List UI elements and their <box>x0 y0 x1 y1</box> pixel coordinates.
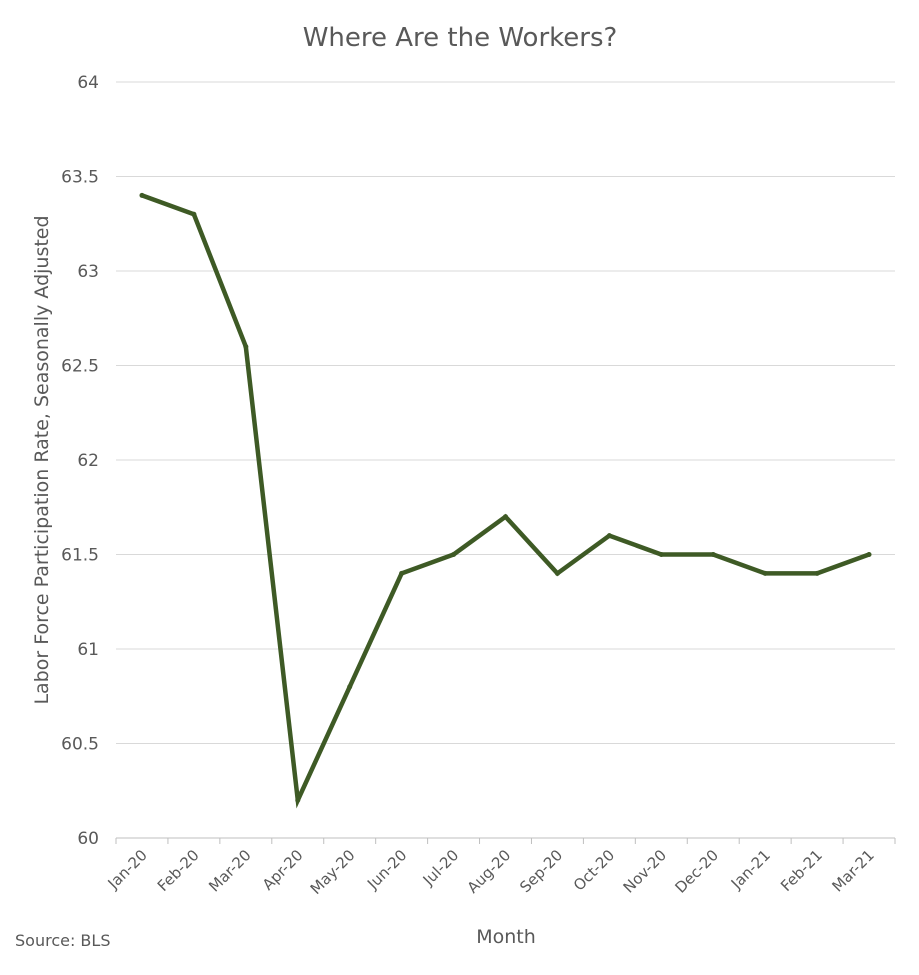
y-tick-label: 62.5 <box>61 357 99 377</box>
y-tick-label: 61.5 <box>61 546 99 566</box>
x-tick-label: Aug-20 <box>464 846 515 897</box>
data-point <box>503 514 508 520</box>
data-point <box>451 552 457 557</box>
y-tick-label: 61 <box>77 640 99 660</box>
y-tick-label: 64 <box>77 73 99 93</box>
chart-title: Where Are the Workers? <box>303 23 618 53</box>
x-tick-label: May-20 <box>307 846 359 898</box>
source-note: Source: BLS <box>15 931 110 950</box>
y-tick-label: 60 <box>77 829 99 849</box>
x-tick-label: Jun-20 <box>363 846 410 893</box>
x-tick-labels: Jan-20 Feb-20 Mar-20 Apr-20 May-20 Jun-20 Jul-… <box>104 846 878 898</box>
x-tick-label: Mar-20 <box>205 846 254 895</box>
y-tick-label: 60.5 <box>61 735 99 755</box>
data-point <box>710 552 716 557</box>
y-tick-label: 63 <box>77 262 99 282</box>
x-tick-label: Feb-21 <box>777 846 826 895</box>
data-point <box>866 552 872 557</box>
data-point <box>814 570 820 576</box>
data-point <box>347 684 353 690</box>
series-line <box>139 193 872 809</box>
x-axis-label: Month <box>476 926 536 948</box>
y-tick-label: 62 <box>77 451 99 471</box>
y-tick-labels: 60 60.5 61 61.5 62 62.5 63 63.5 64 <box>61 73 99 849</box>
y-axis-label: Labor Force Participation Rate, Seasonal… <box>31 215 53 704</box>
x-tick-label: Dec-20 <box>671 846 722 897</box>
x-tick-label: Jan-20 <box>104 846 151 893</box>
data-point <box>191 211 197 217</box>
data-point <box>658 552 664 557</box>
x-tick-label: Sep-20 <box>516 846 566 896</box>
grid-layer <box>115 81 896 844</box>
data-point <box>139 192 145 198</box>
y-tick-label: 63.5 <box>61 168 99 188</box>
data-point <box>606 533 612 539</box>
series-layer <box>139 192 872 809</box>
data-point <box>295 797 301 803</box>
x-tick-label: Feb-20 <box>154 846 203 895</box>
x-tick-label: Oct-20 <box>570 846 618 894</box>
x-tick-label: Jul-20 <box>419 846 463 890</box>
data-point <box>762 570 768 576</box>
data-point <box>243 344 249 350</box>
x-tick-label: Mar-21 <box>828 846 877 895</box>
x-tick-label: Jan-21 <box>727 846 774 893</box>
x-tick-label: Nov-20 <box>620 846 670 896</box>
data-point <box>399 570 405 576</box>
x-tick-label: Apr-20 <box>259 846 307 894</box>
data-point <box>554 570 560 576</box>
